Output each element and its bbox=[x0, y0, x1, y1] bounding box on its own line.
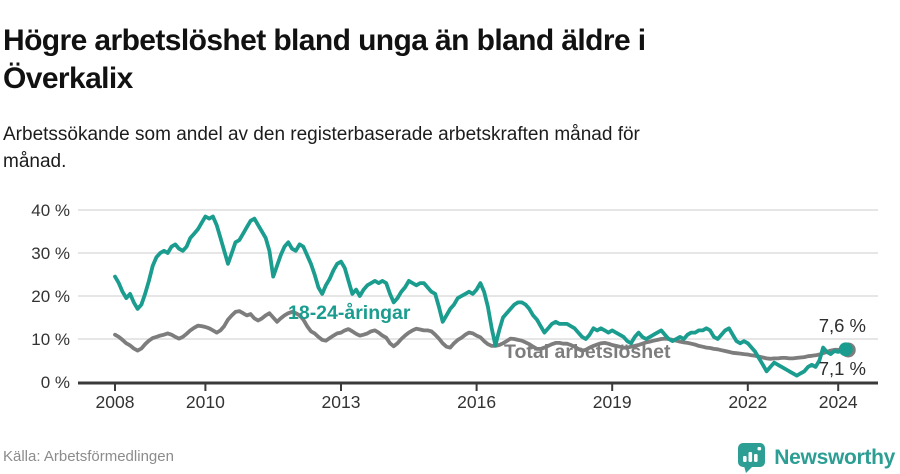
source-note: Källa: Arbetsförmedlingen bbox=[3, 448, 174, 465]
series-label-youth: 18-24-åringar bbox=[288, 301, 411, 324]
y-axis-tick-label: 30 % bbox=[31, 244, 70, 263]
end-dot-youth bbox=[838, 342, 853, 357]
series-line-total bbox=[113, 309, 848, 361]
page-title-line1: Högre arbetslöshet bland unga än bland ä… bbox=[3, 24, 646, 58]
y-axis-tick-label: 40 % bbox=[31, 201, 70, 220]
x-axis-tick-label: 2019 bbox=[593, 392, 632, 412]
x-axis-tick-label: 2024 bbox=[819, 392, 858, 412]
series-line-youth bbox=[113, 214, 848, 378]
page-title: Högre arbetslöshet bland unga än bland ä… bbox=[3, 22, 823, 98]
x-axis-tick-label: 2008 bbox=[96, 392, 135, 412]
chart-subtitle-line2: månad. bbox=[3, 151, 67, 172]
newsworthy-brand: Newsworthy bbox=[736, 442, 895, 474]
page-title-line2: Överkalix bbox=[3, 62, 133, 96]
newsworthy-logo-icon bbox=[738, 443, 766, 473]
x-axis-tick-label: 2022 bbox=[728, 392, 767, 412]
end-value-label-youth: 7,6 % bbox=[819, 315, 866, 336]
newsworthy-brand-name: Newsworthy bbox=[774, 446, 895, 469]
chart-subtitle: Arbetssökande som andel av den registerb… bbox=[3, 121, 843, 175]
y-axis-tick-label: 10 % bbox=[31, 330, 70, 349]
end-value-label-total: 7,1 % bbox=[819, 358, 866, 379]
series-label-total: Total arbetslöshet bbox=[504, 341, 671, 363]
unemployment-line-chart: 0 % 10 % 20 % 30 % 40 % 2008 2010 2013 2016 2019 2… bbox=[31, 201, 878, 412]
y-axis-tick-label: 0 % bbox=[41, 373, 70, 392]
chart-subtitle-line1: Arbetssökande som andel av den registerb… bbox=[3, 124, 640, 145]
x-axis-tick-label: 2013 bbox=[322, 392, 361, 412]
y-axis-tick-label: 20 % bbox=[31, 287, 70, 306]
x-axis-tick-label: 2016 bbox=[457, 392, 496, 412]
x-axis-tick-label: 2010 bbox=[186, 392, 225, 412]
